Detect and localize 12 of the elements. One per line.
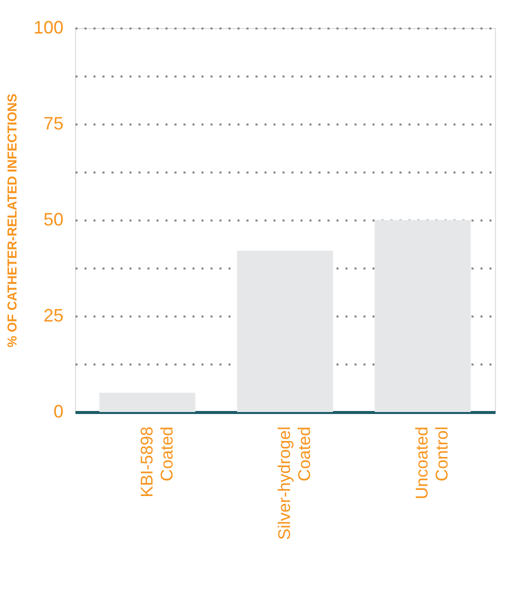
y-tick-label: 0 — [53, 402, 64, 422]
y-axis-title: % OF CATHETER-RELATED INFECTIONS — [4, 93, 20, 348]
y-tick-label: 25 — [43, 306, 64, 326]
y-tick-label: 50 — [43, 210, 64, 230]
x-tick-label: KBI-5898 Coated — [137, 426, 176, 498]
y-tick-label: 75 — [43, 114, 64, 134]
bar — [374, 220, 471, 412]
bar — [99, 392, 196, 412]
y-tick-label: 100 — [33, 18, 64, 38]
x-tick-label: Uncoated Control — [412, 426, 452, 500]
bar — [237, 250, 333, 412]
x-tick-label: Silver-hydrogel Coated — [275, 426, 314, 540]
